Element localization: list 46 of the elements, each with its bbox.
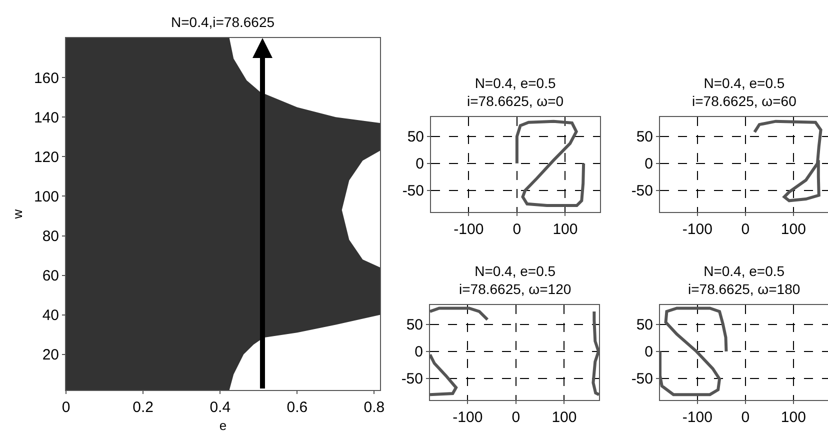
line-series xyxy=(515,120,586,208)
y-axis-title: w xyxy=(10,208,25,220)
chart-title: N=0.4, e=0.5 i=78.6625, ω=120 xyxy=(459,263,572,298)
chart-title: N=0.4, e=0.5 i=78.6625, ω=180 xyxy=(688,263,800,298)
line-series xyxy=(753,120,822,202)
x-tick-label: 100 xyxy=(780,221,806,238)
y-tick-label: 0 xyxy=(644,344,653,361)
chart-title: N=0.4,i=78.6625 xyxy=(171,14,275,30)
x-tick-label: 0.2 xyxy=(132,399,154,416)
x-tick-label: 100 xyxy=(552,221,578,238)
y-tick-label: 80 xyxy=(42,228,59,245)
x-tick-label: -100 xyxy=(682,221,712,238)
y-tick-label: 40 xyxy=(42,307,59,324)
x-tick-label: 0 xyxy=(512,409,520,426)
y-tick-label: -50 xyxy=(402,182,424,200)
y-tick-label: -50 xyxy=(631,182,653,200)
x-tick-label: 0 xyxy=(512,221,522,238)
x-tick-label: -100 xyxy=(454,221,484,238)
y-tick-label: 160 xyxy=(34,70,59,87)
y-tick-label: 50 xyxy=(407,128,424,146)
x-tick-label: -100 xyxy=(682,409,712,426)
chart-title: N=0.4, e=0.5 i=78.6625, ω=0 xyxy=(467,75,564,110)
x-tick-label: 0 xyxy=(741,409,750,426)
y-tick-label: 100 xyxy=(34,188,59,206)
x-axis-title: e xyxy=(219,418,227,433)
x-tick-label: 0 xyxy=(62,399,70,416)
x-tick-label: 0.8 xyxy=(364,399,385,416)
y-tick-label: 20 xyxy=(42,346,59,364)
x-tick-label: 100 xyxy=(552,409,577,426)
y-tick-label: 0 xyxy=(416,156,424,173)
y-tick-label: 140 xyxy=(34,109,59,126)
x-tick-label: 0 xyxy=(741,221,750,238)
y-tick-label: -50 xyxy=(401,370,423,388)
y-tick-label: 60 xyxy=(42,268,59,285)
x-tick-label: -100 xyxy=(452,409,483,426)
x-tick-label: 0.4 xyxy=(210,399,231,416)
y-tick-label: 50 xyxy=(636,128,653,146)
chart-title: N=0.4, e=0.5 i=78.6625, ω=60 xyxy=(692,75,797,110)
y-tick-label: 0 xyxy=(644,156,653,173)
y-tick-label: 120 xyxy=(34,148,59,166)
x-tick-label: 100 xyxy=(780,409,806,426)
y-tick-label: -50 xyxy=(631,370,653,388)
y-tick-label: 0 xyxy=(414,344,423,361)
y-tick-label: 50 xyxy=(636,316,653,334)
y-tick-label: 50 xyxy=(406,316,423,334)
x-tick-label: 0.6 xyxy=(286,399,308,416)
